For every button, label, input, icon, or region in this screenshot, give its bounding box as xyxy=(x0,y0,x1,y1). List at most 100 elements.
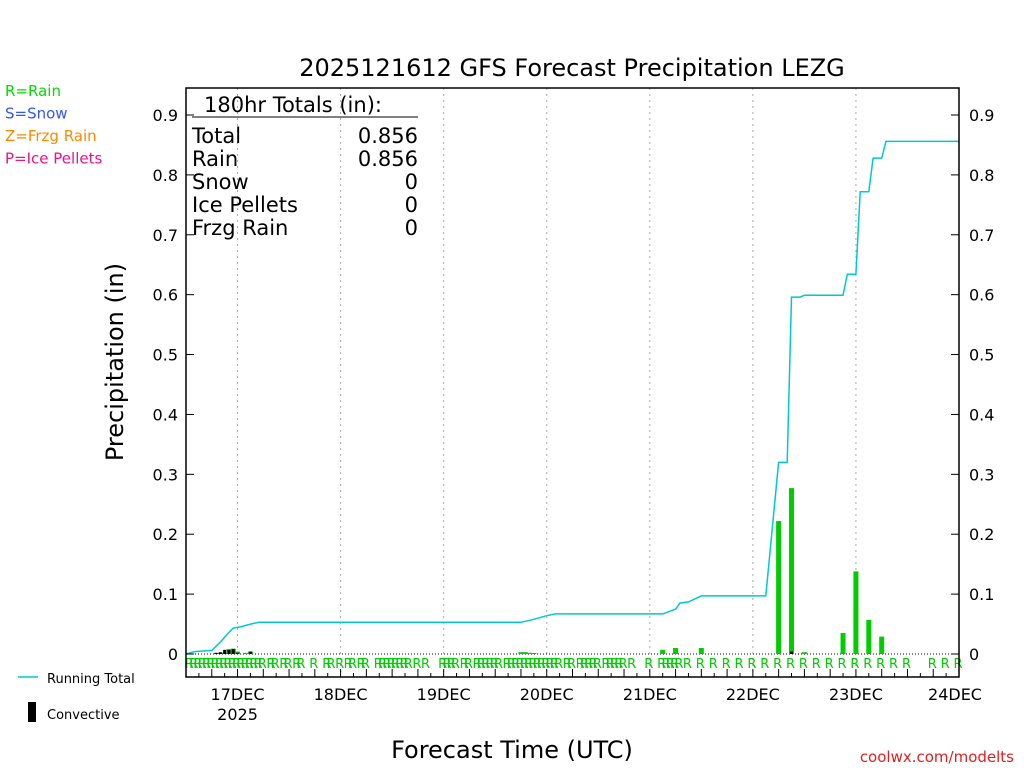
convective-bar xyxy=(218,652,222,654)
y-axis-left: 0 0.1 0.2 0.3 0.4 0.5 0.6 0.7 0.8 0.9 xyxy=(153,106,194,664)
rain-marker: R xyxy=(279,657,288,672)
rain-marker: R xyxy=(627,657,636,672)
rain-marker: R xyxy=(219,657,228,672)
y-tick-label: 0.4 xyxy=(153,405,178,424)
precip-bar xyxy=(518,652,524,654)
series-legend: Running Total Convective xyxy=(18,672,135,723)
rain-marker: R xyxy=(382,657,391,672)
convective-bar xyxy=(790,651,794,654)
y-tick-label-right: 0.3 xyxy=(969,465,994,484)
rain-marker: R xyxy=(481,657,490,672)
rain-marker: R xyxy=(266,657,275,672)
convective-bar xyxy=(223,649,227,654)
rain-marker: R xyxy=(588,657,597,672)
rain-marker: R xyxy=(657,657,666,672)
rain-marker: R xyxy=(696,657,705,672)
rain-marker: R xyxy=(661,657,670,672)
rain-marker: R xyxy=(335,657,344,672)
precip-bar xyxy=(840,633,846,654)
rain-marker: R xyxy=(206,657,215,672)
rain-marker: R xyxy=(928,657,937,672)
rain-marker: R xyxy=(421,657,430,672)
rain-marker: R xyxy=(412,657,421,672)
y-tick-label-right: 0.4 xyxy=(969,405,994,424)
precip-bar xyxy=(879,636,885,654)
precip-type-legend: R=Rain S=Snow Z=Frzg Rain P=Ice Pellets xyxy=(5,82,102,168)
rain-marker: R xyxy=(576,657,585,672)
y-tick-label: 0.2 xyxy=(153,525,178,544)
rain-marker: R xyxy=(472,657,481,672)
rain-marker: R xyxy=(211,657,220,672)
plot-frame xyxy=(185,87,960,678)
rain-marker: R xyxy=(709,657,718,672)
rain-marker: R xyxy=(361,657,370,672)
y-tick-label: 0.1 xyxy=(153,585,178,604)
convective-bar xyxy=(214,652,218,654)
rain-marker: R xyxy=(941,657,950,672)
rain-marker: R xyxy=(825,657,834,672)
rain-marker: R xyxy=(773,657,782,672)
convective-bar xyxy=(227,649,231,654)
series-legend-label: Running Total xyxy=(47,672,135,687)
x-tick-label: 21DEC xyxy=(623,685,677,704)
rain-marker: R xyxy=(326,657,335,672)
rain-marker: R xyxy=(322,657,331,672)
rain-marker: R xyxy=(378,657,387,672)
rain-marker: R xyxy=(507,657,516,672)
x-tick-label: 20DEC xyxy=(520,685,574,704)
rain-marker: R xyxy=(537,657,546,672)
y-tick-label: 0.9 xyxy=(153,106,178,125)
totals-row-label: Ice Pellets xyxy=(192,193,298,217)
precip-bar xyxy=(673,648,679,654)
precip-bar xyxy=(522,652,528,654)
rain-marker: R xyxy=(863,657,872,672)
rain-marker: R xyxy=(674,657,683,672)
rain-marker: R xyxy=(223,657,232,672)
rain-marker: R xyxy=(198,657,207,672)
precip-bar xyxy=(660,649,666,654)
rain-marker: R xyxy=(249,657,258,672)
rain-marker: R xyxy=(580,657,589,672)
rain-marker: R xyxy=(606,657,615,672)
y-axis-label: Precipitation (in) xyxy=(101,263,129,461)
rain-marker: R xyxy=(584,657,593,672)
rain-marker: R xyxy=(309,657,318,672)
rain-marker: R xyxy=(245,657,254,672)
rain-marker: R xyxy=(228,657,237,672)
y-axis-right: 0 0.1 0.2 0.3 0.4 0.5 0.6 0.7 0.8 0.9 xyxy=(951,106,994,664)
rain-marker: R xyxy=(271,657,280,672)
rain-marker: R xyxy=(610,657,619,672)
totals-box: 180hr Totals (in): Total 0.856 Rain 0.856 Sn… xyxy=(191,93,418,240)
rain-marker: R xyxy=(232,657,241,672)
precip-bar xyxy=(527,652,533,654)
y-tick-label-right: 0.5 xyxy=(969,346,994,365)
rain-marker: R xyxy=(215,657,224,672)
rain-marker: R xyxy=(193,657,202,672)
convective-legend-swatch xyxy=(28,702,36,722)
rain-marker: R xyxy=(747,657,756,672)
y-tick-label: 0.8 xyxy=(153,166,178,185)
rain-marker: R xyxy=(902,657,911,672)
rain-marker: R xyxy=(399,657,408,672)
rain-marker: R xyxy=(722,657,731,672)
rain-marker: R xyxy=(464,657,473,672)
rain-marker: R xyxy=(477,657,486,672)
rain-marker: R xyxy=(236,657,245,672)
totals-row-value: 0.856 xyxy=(358,147,418,171)
rain-marker: R xyxy=(348,657,357,672)
rain-marker: R xyxy=(391,657,400,672)
rain-marker: R xyxy=(344,657,353,672)
rain-marker: R xyxy=(670,657,679,672)
rain-marker: R xyxy=(683,657,692,672)
rain-marker: R xyxy=(374,657,383,672)
rain-marker: R xyxy=(515,657,524,672)
convective-bar xyxy=(236,652,240,654)
rain-marker: R xyxy=(185,657,194,672)
x-tick-label: 23DEC xyxy=(829,685,883,704)
rain-marker: R xyxy=(296,657,305,672)
rain-marker: R xyxy=(563,657,572,672)
rain-marker: R xyxy=(494,657,503,672)
totals-row-label: Frzg Rain xyxy=(192,216,288,240)
